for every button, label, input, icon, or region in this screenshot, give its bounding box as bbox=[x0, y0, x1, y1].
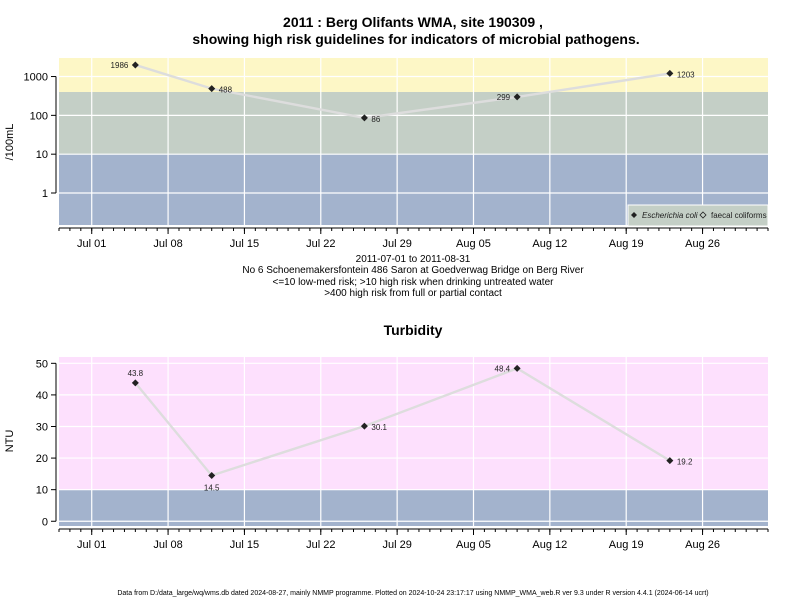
turbidity-band-1 bbox=[59, 357, 768, 490]
legend-filled-diamond-icon bbox=[631, 212, 637, 218]
microbial-band-2 bbox=[59, 58, 768, 92]
turbidity-ytick-label-2: 20 bbox=[36, 453, 48, 465]
turbidity-ytick-label-0: 0 bbox=[42, 516, 48, 528]
turbidity-xtick-label-4: Jul 29 bbox=[382, 539, 411, 551]
microbial-y-axis-label: /100mL bbox=[4, 124, 16, 161]
turbidity-xtick-label-2: Jul 15 bbox=[230, 539, 259, 551]
chart1-title-line2: showing high risk guidelines for indicat… bbox=[192, 31, 639, 47]
legend-item-faecal-coliforms: faecal coliforms bbox=[711, 211, 767, 220]
chart1-title-line1: 2011 : Berg Olifants WMA, site 190309 , bbox=[283, 14, 543, 30]
turbidity-xtick-label-6: Aug 12 bbox=[532, 539, 567, 551]
turbidity-xtick-label-7: Aug 19 bbox=[609, 539, 644, 551]
microbial-ytick-label-1: 10 bbox=[36, 149, 48, 161]
turbidity-x-ticks: Jul 01 Jul 08 Jul 15 Jul 22 Jul 29 Aug 05 Aug … bbox=[58, 529, 769, 551]
microbial-xtick-label-5: Aug 05 bbox=[456, 238, 491, 250]
turbidity-point-4 bbox=[666, 457, 674, 465]
microbial-band-1 bbox=[59, 91, 768, 155]
subtitle-contact-guideline: >400 high risk from full or partial cont… bbox=[324, 288, 502, 299]
microbial-data-label-1: 488 bbox=[219, 86, 233, 95]
turbidity-title: Turbidity bbox=[384, 322, 443, 338]
turbidity-xtick-label-1: Jul 08 bbox=[153, 539, 182, 551]
microbial-xtick-label-0: Jul 01 bbox=[77, 238, 106, 250]
subtitle-date-range: 2011-07-01 to 2011-08-31 bbox=[356, 254, 471, 265]
microbial-ytick-label-3: 1000 bbox=[24, 72, 48, 84]
turbidity-data-label-2: 30.1 bbox=[371, 423, 387, 432]
ecoli-series-points bbox=[131, 61, 674, 122]
microbial-point-1 bbox=[208, 85, 216, 93]
microbial-xtick-label-2: Jul 15 bbox=[230, 238, 259, 250]
turbidity-xtick-label-5: Aug 05 bbox=[456, 539, 491, 551]
microbial-point-4 bbox=[666, 69, 674, 77]
microbial-ytick-label-2: 100 bbox=[30, 110, 48, 122]
turbidity-series-points bbox=[131, 364, 674, 479]
microbial-data-label-4: 1203 bbox=[677, 70, 695, 79]
microbial-xtick-label-7: Aug 19 bbox=[609, 238, 644, 250]
microbial-point-2 bbox=[360, 114, 368, 122]
microbial-x-ticks: Jul 01 Jul 08 Jul 15 Jul 22 Jul 29 Aug 05 Aug … bbox=[58, 228, 769, 250]
legend-box bbox=[627, 204, 769, 227]
turbidity-xtick-label-8: Aug 26 bbox=[685, 539, 720, 551]
microbial-chart: 1986 488 86 299 1203 1 10 100 1000 Jul 01 Jul 08… bbox=[4, 58, 769, 250]
turbidity-data-labels: 43.8 14.5 30.1 48.4 19.2 bbox=[128, 364, 693, 492]
subtitle-drinking-guideline: <=10 low-med risk; >10 high risk when dr… bbox=[273, 277, 555, 288]
turbidity-gridlines bbox=[59, 357, 768, 526]
microbial-xtick-label-3: Jul 22 bbox=[306, 238, 335, 250]
footer-source-note: Data from D:/data_large/wq/wms.db dated … bbox=[117, 590, 708, 597]
microbial-data-label-0: 1986 bbox=[111, 61, 129, 70]
microbial-risk-bands bbox=[59, 58, 768, 225]
subtitle-site-description: No 6 Schoenemakersfontein 486 Saron at G… bbox=[242, 265, 584, 276]
microbial-xtick-label-6: Aug 12 bbox=[532, 238, 567, 250]
microbial-axes bbox=[55, 76, 768, 229]
turbidity-xtick-label-3: Jul 22 bbox=[306, 539, 335, 551]
microbial-point-0 bbox=[131, 61, 139, 69]
microbial-ytick-label-0: 1 bbox=[42, 188, 48, 200]
ecoli-data-labels: 1986 488 86 299 1203 bbox=[111, 61, 696, 124]
microbial-xtick-label-1: Jul 08 bbox=[153, 238, 182, 250]
turbidity-bands bbox=[59, 357, 768, 526]
microbial-gridlines bbox=[59, 58, 768, 225]
microbial-xtick-label-8: Aug 26 bbox=[685, 238, 720, 250]
turbidity-data-label-4: 19.2 bbox=[677, 458, 693, 467]
turbidity-axes bbox=[55, 363, 768, 530]
turbidity-ytick-label-5: 50 bbox=[36, 358, 48, 370]
microbial-data-label-2: 86 bbox=[371, 115, 380, 124]
turbidity-band-0 bbox=[59, 489, 768, 526]
turbidity-point-3 bbox=[513, 364, 521, 372]
microbial-xtick-label-4: Jul 29 bbox=[382, 238, 411, 250]
turbidity-y-ticks: 0 10 20 30 40 50 bbox=[36, 358, 56, 528]
turbidity-y-axis-label: NTU bbox=[4, 430, 16, 453]
turbidity-ytick-label-3: 30 bbox=[36, 421, 48, 433]
microbial-data-label-3: 299 bbox=[497, 93, 511, 102]
turbidity-ytick-label-1: 10 bbox=[36, 485, 48, 497]
legend-open-diamond-icon bbox=[699, 211, 707, 219]
turbidity-point-0 bbox=[131, 379, 139, 387]
microbial-legend: Escherichia coli faecal coliforms bbox=[627, 204, 769, 227]
microbial-point-3 bbox=[513, 93, 521, 101]
turbidity-xtick-label-0: Jul 01 bbox=[77, 539, 106, 551]
legend-item-ecoli: Escherichia coli bbox=[642, 211, 698, 220]
turbidity-data-label-3: 48.4 bbox=[495, 364, 511, 373]
microbial-y-ticks: 1 10 100 1000 bbox=[24, 72, 56, 200]
turbidity-point-1 bbox=[208, 471, 216, 479]
turbidity-ytick-label-4: 40 bbox=[36, 390, 48, 402]
turbidity-point-2 bbox=[360, 422, 368, 430]
turbidity-data-label-1: 14.5 bbox=[204, 483, 220, 492]
turbidity-data-label-0: 43.8 bbox=[128, 369, 144, 378]
